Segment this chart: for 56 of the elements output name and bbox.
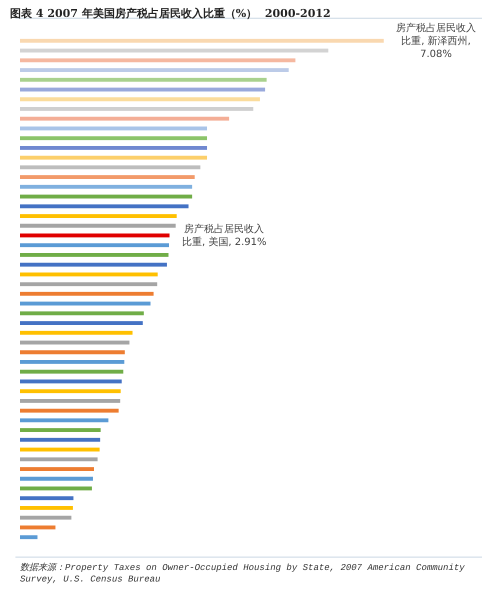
bar — [20, 389, 121, 394]
bar — [20, 360, 124, 364]
bar — [20, 68, 289, 72]
data-label: 房产税占居民收入比重, 美国, 2.91% — [182, 223, 266, 248]
bar — [20, 214, 177, 218]
bar — [20, 330, 133, 335]
bar — [20, 311, 144, 316]
bar — [20, 486, 92, 490]
bar — [20, 398, 120, 403]
bar — [20, 224, 176, 228]
bar — [20, 516, 72, 520]
bar — [20, 48, 328, 53]
bar — [20, 234, 170, 238]
bar — [20, 408, 119, 413]
source-note: 数据来源：Property Taxes on Owner-Occupied Housing by State, 2007 American Community Survey, U.S. Census Bureau — [20, 562, 466, 585]
bar — [20, 136, 208, 140]
bar — [20, 476, 93, 481]
bar — [20, 38, 384, 43]
data-label: 房产税占居民收入比重, 新泽西州, 7.08% — [396, 22, 476, 60]
bar — [20, 350, 125, 354]
bar — [20, 535, 38, 540]
bar — [20, 457, 98, 462]
bar — [20, 116, 230, 121]
bar — [20, 282, 158, 286]
bar — [20, 107, 254, 111]
bar — [20, 194, 192, 198]
chart-title: 图表 4 2007 年美国房产税占居民收入比重（%） 2000-2012 — [10, 6, 331, 20]
bar — [20, 58, 296, 62]
bar — [20, 302, 151, 306]
bar — [20, 292, 154, 296]
bar — [20, 525, 56, 530]
bar — [20, 88, 266, 92]
bar — [20, 184, 192, 189]
bar — [20, 175, 195, 180]
bar — [20, 340, 130, 344]
bar — [20, 78, 267, 82]
bar — [20, 448, 100, 452]
bar — [20, 380, 122, 384]
bar — [20, 156, 208, 160]
bar — [20, 204, 189, 208]
bar — [20, 146, 208, 150]
bar — [20, 428, 101, 432]
bar — [20, 253, 168, 257]
bar — [20, 418, 108, 422]
bar — [20, 370, 124, 374]
bar — [20, 272, 158, 276]
bar — [20, 97, 260, 102]
bar — [20, 321, 143, 325]
bar — [20, 496, 74, 500]
bar — [20, 438, 100, 442]
bar — [20, 165, 200, 170]
bar — [20, 243, 170, 248]
bar — [20, 262, 167, 267]
bar — [20, 506, 73, 510]
bar — [20, 126, 208, 130]
bar — [20, 467, 94, 471]
